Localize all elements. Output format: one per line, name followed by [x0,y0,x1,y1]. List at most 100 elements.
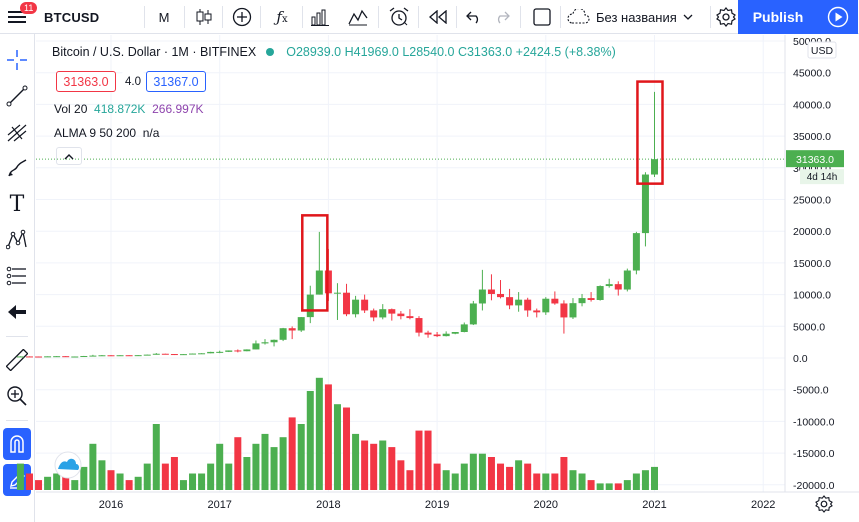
compare-button[interactable] [228,0,256,34]
candle-body [243,349,251,352]
brush-tool[interactable] [0,152,34,184]
ruler-icon [6,349,28,371]
candle-body [524,299,532,311]
candle-body [397,313,405,317]
fx-icon: ƒx [276,8,288,26]
candle-body [80,356,88,358]
time-scale: 2016 2017 2018 2019 2020 2021 2022 [99,499,776,511]
candle-body [216,351,224,353]
candle-body [125,355,133,357]
candle-body [406,316,414,319]
settings-button[interactable] [714,0,738,34]
forecast-icon [6,266,26,286]
volume-study-legend[interactable]: Vol 20 418.872K 266.997K [54,102,204,116]
candle-body [370,310,378,318]
time-tick-label: 2022 [751,499,775,511]
alert-button[interactable] [384,0,414,34]
volume-bar [16,463,24,490]
undo-button[interactable] [462,0,486,34]
candle-body [225,350,233,352]
volume-bar [651,466,658,490]
volume-bar [216,443,224,490]
candle-body [62,356,70,358]
volume-bar [252,443,260,490]
layout-name-label: Без названия [596,9,677,25]
volume-study-label: Vol 20 [54,102,88,116]
alma-study-legend[interactable]: ALMA 9 50 200 n/a [54,126,159,140]
candle-body [16,356,24,358]
open-value: 28939.0 [295,45,342,59]
magnet-tool[interactable] [3,428,31,460]
time-tick-label: 2016 [99,499,123,511]
toolbar-divider [6,336,28,337]
candle-body [605,284,613,287]
replay-button[interactable] [424,0,452,34]
gann-fib-tool[interactable] [0,116,34,148]
text-tool[interactable]: T [0,188,34,220]
menu-button[interactable]: 11 [0,0,38,34]
price-tick-label: -20000.0 [793,480,835,492]
indicators-button[interactable]: ƒx [266,0,298,34]
volume-bar [207,463,215,490]
fullscreen-button[interactable] [528,0,556,34]
volume-bar [433,463,441,490]
templates-button[interactable] [344,0,372,34]
redo-button[interactable] [490,0,514,34]
toolbar-divider [418,6,419,28]
price-tick-label: 40000.0 [793,99,831,111]
candle-body [424,332,432,335]
volume-bar [442,470,450,490]
volume-bar [388,447,396,490]
sell-price-button[interactable]: 31363.0 [56,71,116,92]
volume-bar [152,424,160,490]
alma-study-value: n/a [142,126,160,140]
price-tick-label: -5000.0 [793,385,829,397]
measure-tool[interactable] [0,344,34,376]
volume-bar [451,473,459,490]
price-tick-label: 10000.0 [793,290,831,302]
alma-study-label: ALMA 9 50 200 [54,126,137,140]
volume-bar [641,470,649,490]
zoom-tool[interactable] [0,380,34,412]
symbol-search-button[interactable]: BTCUSD [44,9,100,25]
candle-body [35,356,43,358]
volume-bar [596,483,604,490]
candle-body [415,318,423,333]
candle-body [551,298,559,304]
crosshair-tool[interactable] [0,44,34,76]
candle-body [487,289,495,294]
back-arrow-tool[interactable] [0,296,34,328]
volume-up-value: 418.872K [94,102,146,116]
trend-line-tool[interactable] [0,80,34,112]
volume-bar [297,424,305,490]
volume-bar [578,473,586,490]
pattern-tool[interactable] [0,224,34,256]
publish-options-button[interactable] [818,0,858,34]
financials-button[interactable] [306,0,334,34]
volume-bar [134,476,142,490]
candle-body [596,286,604,300]
candle-body [560,303,568,318]
volume-bar [587,480,595,490]
volume-bar [560,457,568,490]
volume-bar [179,480,187,490]
chart-type-button[interactable] [190,0,218,34]
volume-down-value: 266.997K [152,102,204,116]
hamburger-icon [8,11,26,23]
candle-body [107,355,115,357]
volume-bar [288,417,296,490]
volume-bar [98,460,106,490]
candle-body [134,355,142,357]
buy-price-button[interactable]: 31367.0 [146,71,206,92]
candle-body [478,289,486,304]
interval-button[interactable]: M [158,9,170,25]
volume-bar [551,473,559,490]
publish-button[interactable]: Publish [738,0,818,34]
prediction-tool[interactable] [0,260,34,292]
volume-bar [80,466,88,490]
volume-bar [497,463,505,490]
layout-name-button[interactable]: Без названия [566,0,712,34]
candle-body [25,356,33,358]
collapse-legend-button[interactable] [56,147,82,165]
